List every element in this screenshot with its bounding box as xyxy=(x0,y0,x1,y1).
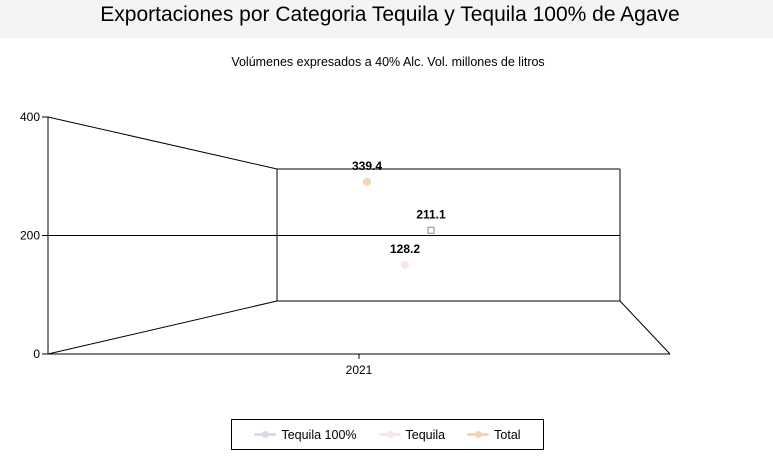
legend-swatch xyxy=(378,431,401,438)
x-tick-label: 2021 xyxy=(346,363,373,377)
y-tick-label: 400 xyxy=(20,110,40,124)
data-point-tequila-100 xyxy=(427,226,435,234)
data-marks: 211.1 128.2 339.4 xyxy=(352,159,446,269)
legend-label: Tequila 100% xyxy=(281,427,357,442)
legend-swatch xyxy=(467,431,490,438)
data-label: 128.2 xyxy=(390,242,420,256)
y-tick-label: 0 xyxy=(33,347,40,361)
legend-item: Tequila 100% xyxy=(254,427,357,442)
legend-item: Tequila xyxy=(378,427,446,442)
floor-right-edge xyxy=(619,300,671,355)
title-band xyxy=(0,0,773,38)
data-point-total xyxy=(363,177,371,186)
legend-swatch xyxy=(254,431,277,438)
top-depth-edge xyxy=(47,116,278,170)
chart-subtitle: Volúmenes expresados a 40% Alc. Vol. mil… xyxy=(231,55,545,69)
legend-item: Total xyxy=(467,427,521,442)
y-axis: 0 200 400 xyxy=(20,110,620,361)
x-axis: 2021 xyxy=(346,354,373,377)
legend-label: Total xyxy=(494,427,521,442)
chart-legend: Tequila 100% Tequila Total xyxy=(231,419,544,450)
chart-title: Exportaciones por Categoria Tequila y Te… xyxy=(100,3,680,26)
y-tick-label: 200 xyxy=(20,229,40,243)
data-label: 339.4 xyxy=(352,159,382,173)
bottom-depth-edge xyxy=(47,300,278,355)
data-label: 211.1 xyxy=(416,207,446,221)
legend-label: Tequila xyxy=(405,427,446,442)
data-point-tequila xyxy=(401,260,409,269)
